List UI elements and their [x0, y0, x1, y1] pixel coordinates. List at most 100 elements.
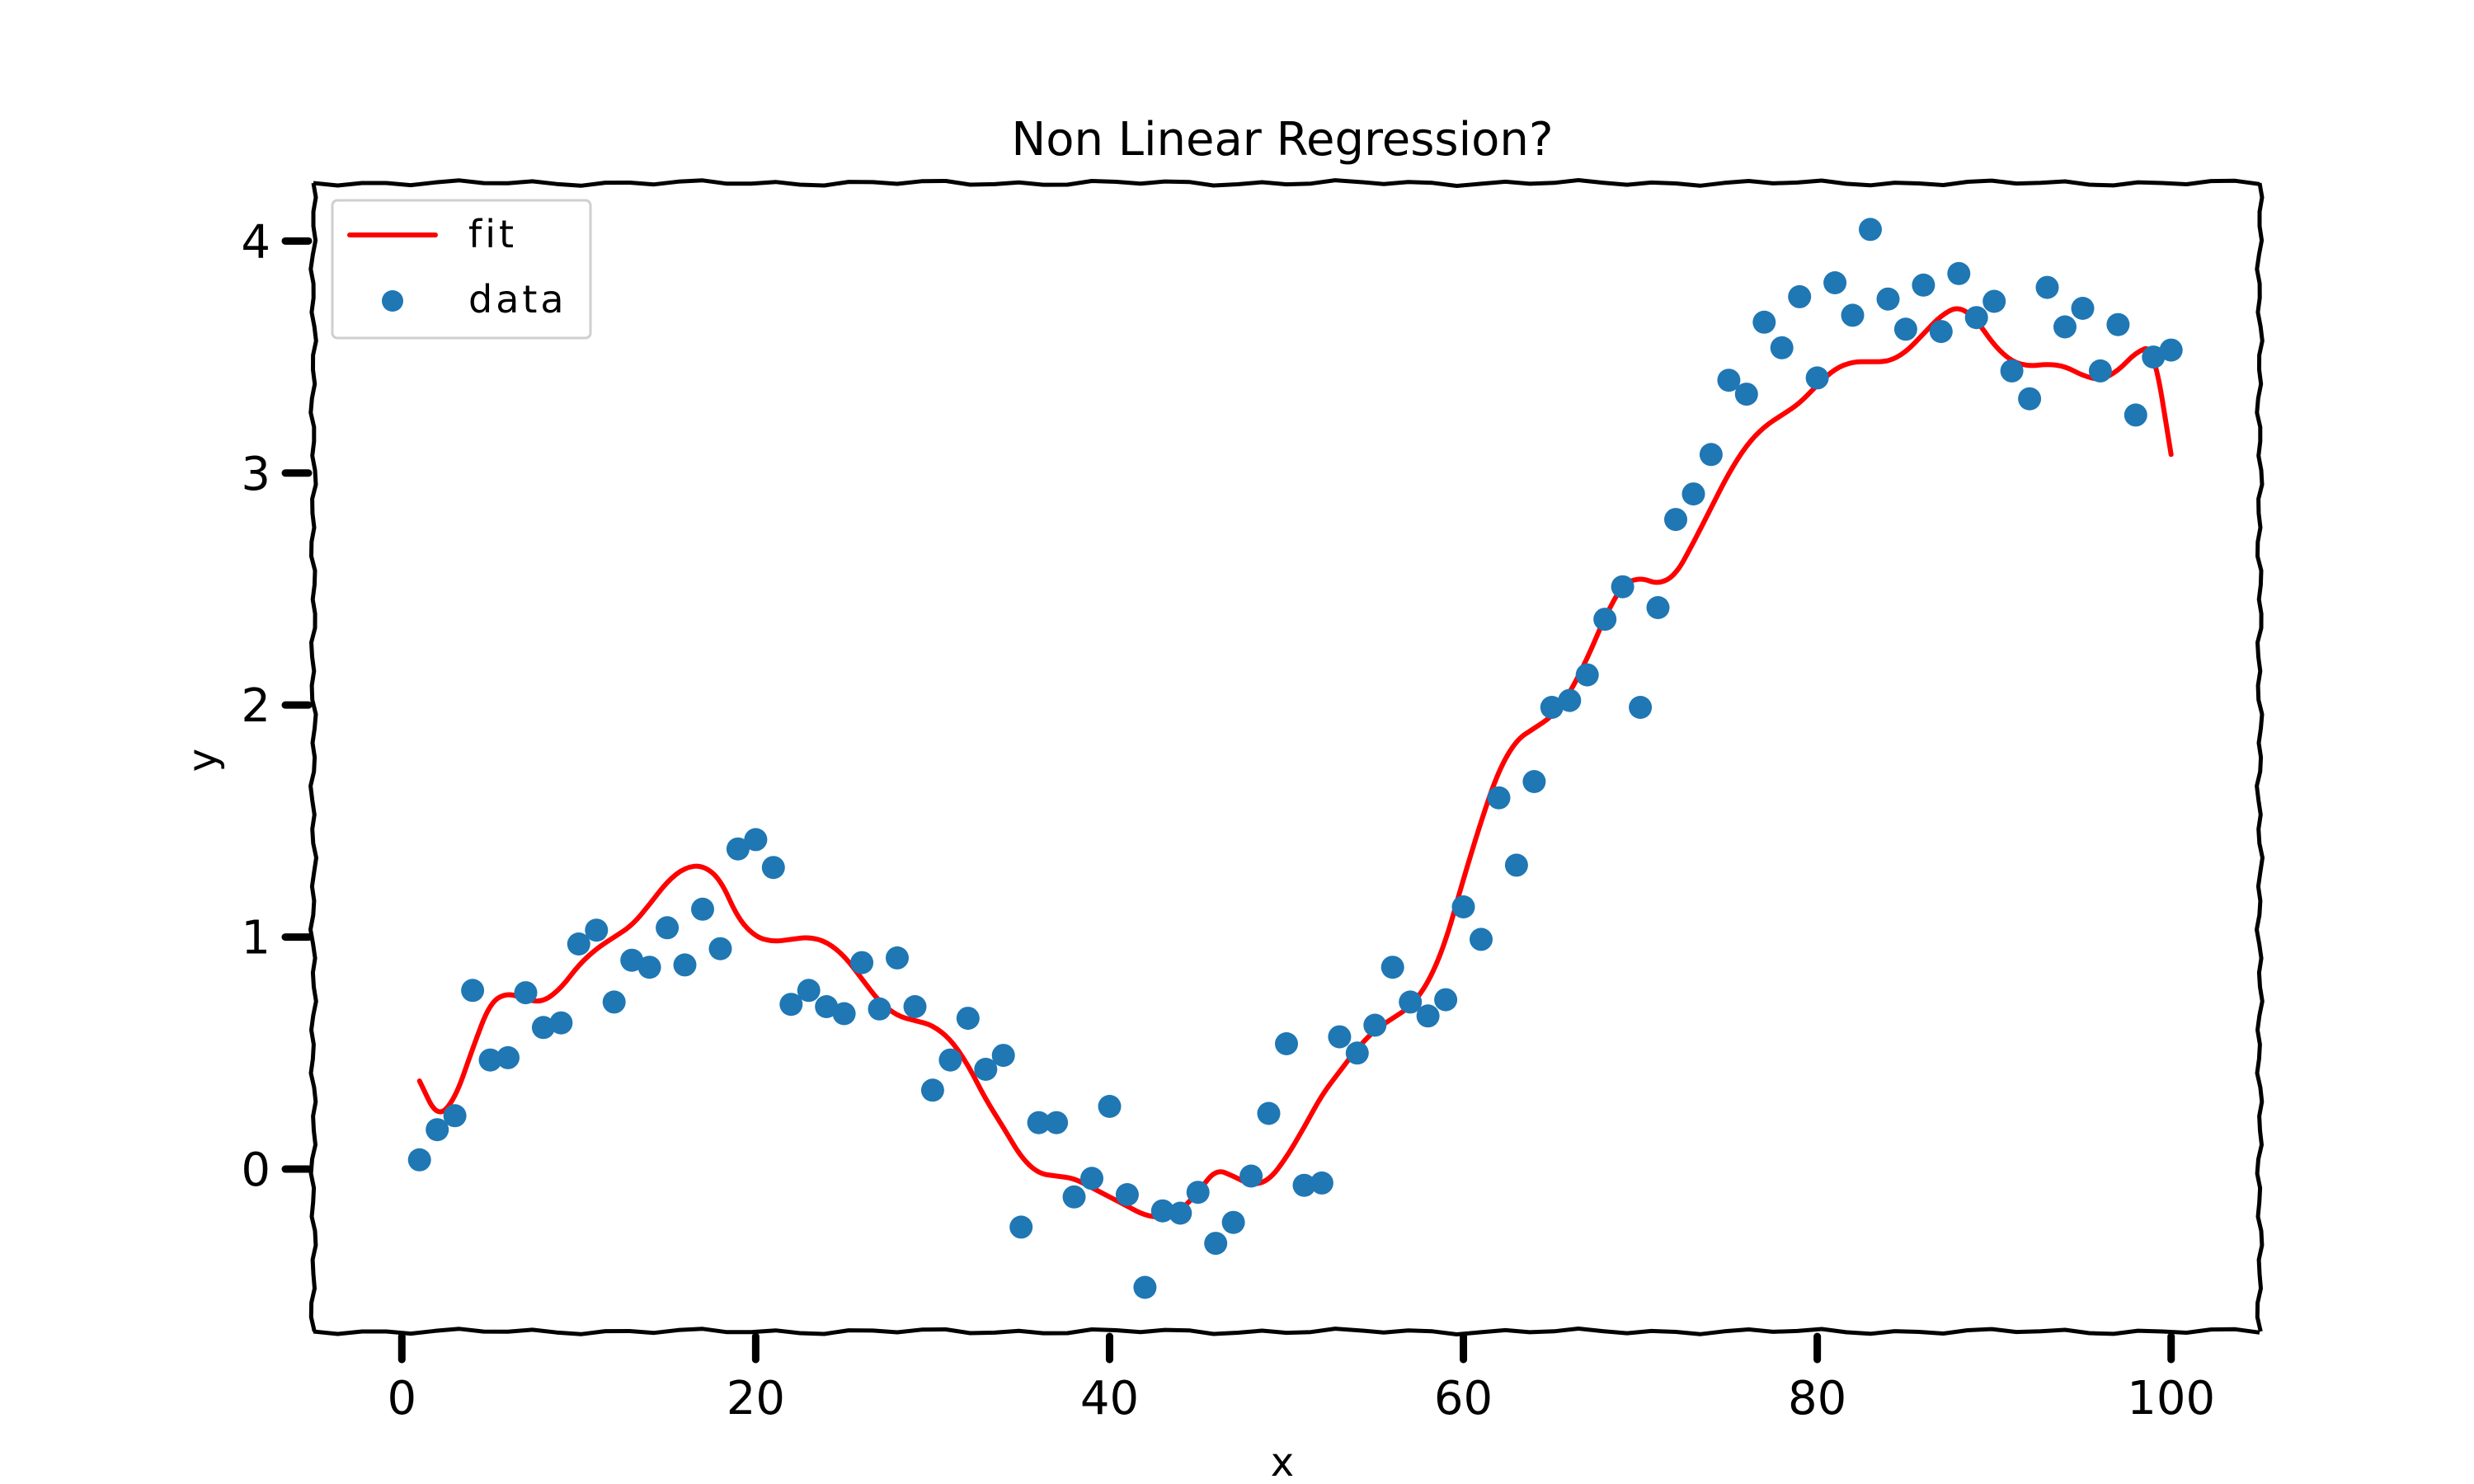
data-point: [1575, 663, 1599, 687]
data-point: [496, 1045, 520, 1069]
data-point: [2035, 275, 2059, 299]
data-point: [2142, 345, 2166, 369]
x-tick-label: 60: [1434, 1372, 1493, 1425]
data-point: [1292, 1173, 1316, 1197]
data-point: [1310, 1171, 1333, 1195]
data-point: [1470, 928, 1493, 951]
frame-top: [313, 178, 2260, 188]
data-point: [920, 1078, 944, 1102]
data-point: [1947, 261, 1971, 285]
data-point: [2159, 338, 2183, 362]
data-point: [708, 937, 732, 960]
data-point: [2124, 403, 2147, 427]
data-point: [1045, 1111, 1069, 1134]
data-point: [1221, 1210, 1245, 1234]
data-point: [903, 995, 927, 1018]
frame-right: [2255, 182, 2265, 1332]
data-point: [761, 856, 785, 880]
data-point: [1380, 956, 1404, 979]
data-point: [1115, 1183, 1139, 1206]
data-point: [868, 997, 891, 1021]
legend: fit data: [331, 199, 592, 340]
data-point: [1416, 1004, 1440, 1028]
fit-line: [416, 306, 2174, 1220]
data-point: [1150, 1199, 1174, 1223]
data-point: [1363, 1013, 1387, 1037]
data-point: [637, 956, 661, 979]
data-point: [461, 979, 485, 1003]
legend-data-swatch: [382, 290, 403, 312]
data-point: [1859, 218, 1882, 242]
data-point: [1169, 1201, 1192, 1225]
data-points: [407, 218, 2183, 1299]
plot-frame: [308, 178, 2265, 1336]
data-point: [1664, 508, 1687, 532]
data-point: [1504, 853, 1528, 877]
data-point: [1257, 1101, 1281, 1125]
data-point: [1593, 608, 1617, 632]
data-point: [1681, 482, 1705, 506]
data-point: [2071, 297, 2095, 320]
data-point: [1611, 575, 1634, 599]
data-point: [1239, 1164, 1263, 1188]
legend-fit-label: fit: [468, 212, 517, 256]
data-point: [1788, 284, 1812, 308]
data-point: [478, 1048, 502, 1072]
data-point: [974, 1058, 998, 1081]
data-point: [602, 990, 626, 1014]
frame-left: [308, 182, 318, 1332]
y-tick-label: 0: [241, 1144, 270, 1197]
data-point: [1133, 1275, 1157, 1299]
data-point: [407, 1148, 431, 1172]
y-tick-label: 1: [241, 912, 270, 965]
data-point: [1345, 1041, 1369, 1065]
data-point: [1009, 1215, 1033, 1239]
x-tick-label: 0: [387, 1372, 416, 1425]
data-point: [691, 897, 714, 921]
data-point: [1434, 988, 1458, 1012]
x-axis-label: x: [1271, 1439, 1294, 1484]
data-point: [1275, 1032, 1298, 1055]
x-axis-ticks: 0 20 40 60 80 100: [387, 1332, 2215, 1425]
y-tick-label: 3: [241, 448, 270, 501]
data-point: [1964, 306, 1988, 330]
data-point: [1487, 786, 1511, 810]
data-point: [620, 948, 644, 972]
data-point: [1062, 1185, 1086, 1209]
x-tick-label: 100: [2127, 1372, 2215, 1425]
data-point: [2053, 315, 2077, 339]
data-point: [1699, 443, 1723, 467]
data-point: [1558, 688, 1582, 712]
data-point: [1540, 696, 1564, 719]
data-point: [832, 1002, 856, 1026]
data-point: [991, 1044, 1015, 1068]
data-point: [850, 951, 874, 974]
y-tick-label: 2: [241, 679, 270, 733]
data-point: [1770, 336, 1794, 359]
data-point: [1752, 310, 1776, 334]
data-point: [1841, 303, 1865, 327]
data-point: [1399, 990, 1423, 1014]
data-point: [1646, 596, 1670, 619]
data-point: [1876, 287, 1900, 311]
data-point: [1893, 317, 1917, 341]
data-point: [1186, 1181, 1210, 1205]
chart-title: Non Linear Regression?: [1011, 113, 1553, 167]
data-point: [1027, 1111, 1051, 1134]
data-point: [656, 916, 680, 940]
data-point: [726, 837, 750, 861]
data-point: [673, 953, 697, 977]
data-point: [443, 1104, 467, 1128]
data-point: [956, 1007, 980, 1031]
data-point: [567, 932, 590, 956]
data-point: [1328, 1025, 1352, 1049]
data-point: [1805, 366, 1829, 390]
data-point: [1522, 770, 1546, 793]
data-point: [815, 995, 839, 1018]
data-point: [531, 1016, 555, 1040]
fit-line-layer: [416, 306, 2174, 1220]
x-tick-label: 80: [1788, 1372, 1846, 1425]
data-point: [1982, 289, 2006, 313]
data-point: [2000, 359, 2024, 383]
data-point: [2088, 359, 2112, 383]
